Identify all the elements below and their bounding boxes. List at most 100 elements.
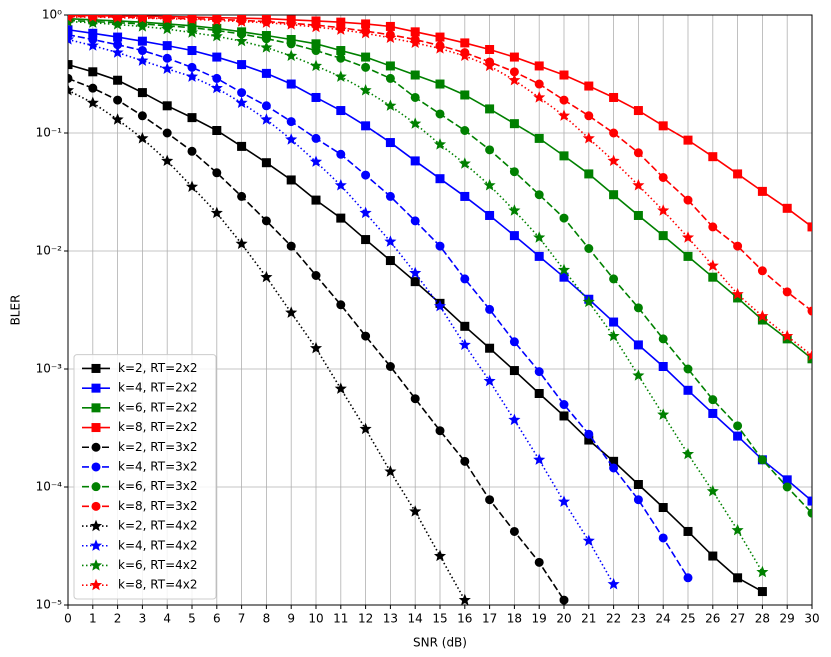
marker [460,321,470,331]
marker [361,170,371,180]
marker [410,27,420,37]
marker [210,81,223,94]
marker [359,83,372,96]
x-tick-label: 11 [333,612,348,626]
marker [708,222,718,232]
x-tick-label: 26 [705,612,720,626]
marker [807,508,812,518]
marker [409,266,422,279]
marker [161,22,174,35]
marker [161,154,174,167]
marker [410,277,420,287]
marker [733,573,743,583]
marker [89,559,103,571]
marker [683,573,693,583]
marker [89,578,103,591]
marker [237,88,247,98]
marker [731,523,744,536]
marker [361,235,371,245]
marker [658,231,668,241]
y-tick-label: 10⁻⁴ [36,480,63,494]
marker [185,15,199,25]
marker [384,235,397,247]
marker [534,251,544,261]
marker [756,565,769,578]
marker [309,59,323,72]
marker [285,18,298,30]
marker [361,52,371,62]
marker [162,41,172,51]
marker [708,395,718,405]
marker [311,92,321,102]
marker [733,431,743,441]
marker [91,462,101,472]
x-tick-label: 23 [631,612,646,626]
marker [733,421,743,431]
marker [311,270,321,280]
marker [782,482,792,492]
legend-label: k=4, RT=2x2 [118,381,198,395]
marker [483,374,496,387]
legend-label: k=8, RT=3x2 [118,499,198,513]
marker [460,38,470,48]
y-tick-label: 10⁰ [42,8,62,22]
marker [582,132,595,144]
x-tick-label: 17 [482,612,497,626]
marker [807,496,812,506]
marker [91,403,101,413]
marker [237,60,247,70]
marker [91,383,101,393]
marker [508,413,521,426]
marker [584,81,594,91]
x-tick-label: 15 [432,612,447,626]
marker [683,385,693,395]
marker [185,180,199,192]
marker [460,125,470,135]
marker [336,213,346,223]
marker [187,62,197,72]
x-tick-label: 0 [64,612,72,626]
marker [458,49,471,62]
marker [781,329,794,342]
marker [435,109,445,119]
marker [658,503,668,513]
marker [162,128,172,138]
marker [756,309,769,322]
x-tick-label: 7 [238,612,246,626]
marker [336,149,346,159]
marker [235,34,248,47]
marker [91,423,101,433]
legend-label: k=2, RT=4x2 [118,519,198,533]
marker [86,16,99,28]
x-tick-label: 6 [213,612,221,626]
marker [68,60,73,70]
marker [309,341,323,354]
marker [334,23,347,35]
marker [607,154,620,167]
marker [113,75,123,85]
x-tick-label: 18 [507,612,522,626]
y-tick-label: 10⁻³ [36,362,63,376]
marker [137,111,147,121]
marker [162,101,172,111]
marker [210,29,223,42]
x-tick-label: 29 [780,612,795,626]
marker [782,203,792,213]
marker [334,382,347,394]
marker [460,456,470,466]
marker [86,15,99,23]
x-tick-label: 5 [188,612,196,626]
marker [384,99,397,111]
marker [584,243,594,253]
marker [88,83,98,93]
marker [683,135,693,145]
marker [435,79,445,89]
marker [409,117,422,129]
marker [757,587,767,597]
marker [559,400,569,410]
marker [361,121,371,131]
marker [485,145,495,155]
marker [657,408,670,420]
marker [584,111,594,121]
marker [557,263,571,276]
